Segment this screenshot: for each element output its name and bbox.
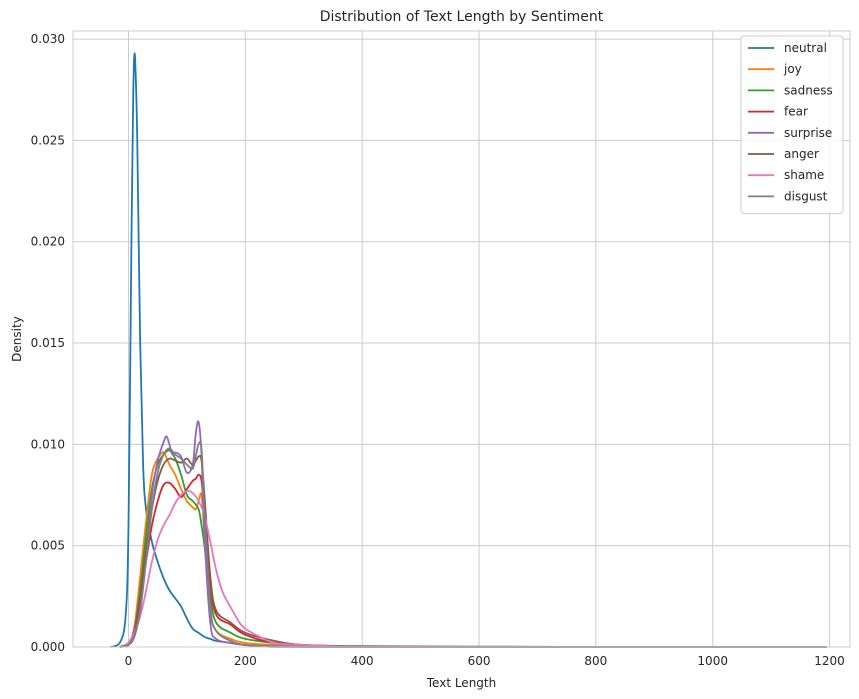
x-tick-label: 400 [351, 654, 374, 668]
legend-label-shame: shame [784, 168, 824, 182]
y-tick-label: 0.020 [31, 235, 65, 249]
legend-label-neutral: neutral [784, 41, 827, 55]
legend-box [740, 35, 844, 215]
y-tick-label: 0.015 [31, 336, 65, 350]
x-axis-label: Text Length [426, 676, 496, 690]
plot-area [73, 31, 850, 647]
x-ticks: 0 200 400 600 800 1000 1200 [125, 654, 845, 668]
legend-label-sadness: sadness [784, 83, 833, 97]
y-tick-label: 0.030 [31, 32, 65, 46]
grid [73, 31, 850, 648]
legend-label-surprise: surprise [784, 126, 832, 140]
y-axis-label: Density [10, 316, 24, 362]
chart-title: Distribution of Text Length by Sentiment [320, 9, 604, 25]
legend: neutral joy sadness fear surprise anger shame d… [740, 35, 844, 215]
x-tick-label: 0 [125, 654, 133, 668]
y-tick-label: 0.005 [31, 539, 65, 553]
y-ticks: 0.000 0.005 0.010 0.015 0.020 0.025 0.030 [31, 32, 65, 654]
plot-frame [72, 30, 851, 648]
x-tick-label: 1000 [697, 654, 728, 668]
x-tick-label: 200 [234, 654, 257, 668]
y-tick-label: 0.025 [31, 133, 65, 147]
legend-label-fear: fear [784, 105, 808, 119]
x-tick-label: 600 [468, 654, 491, 668]
legend-label-anger: anger [784, 147, 819, 161]
x-tick-label: 800 [584, 654, 607, 668]
x-tick-label: 1200 [814, 654, 845, 668]
y-tick-label: 0.000 [31, 640, 65, 654]
y-tick-label: 0.010 [31, 437, 65, 451]
legend-label-joy: joy [783, 62, 802, 76]
legend-label-disgust: disgust [784, 189, 828, 203]
